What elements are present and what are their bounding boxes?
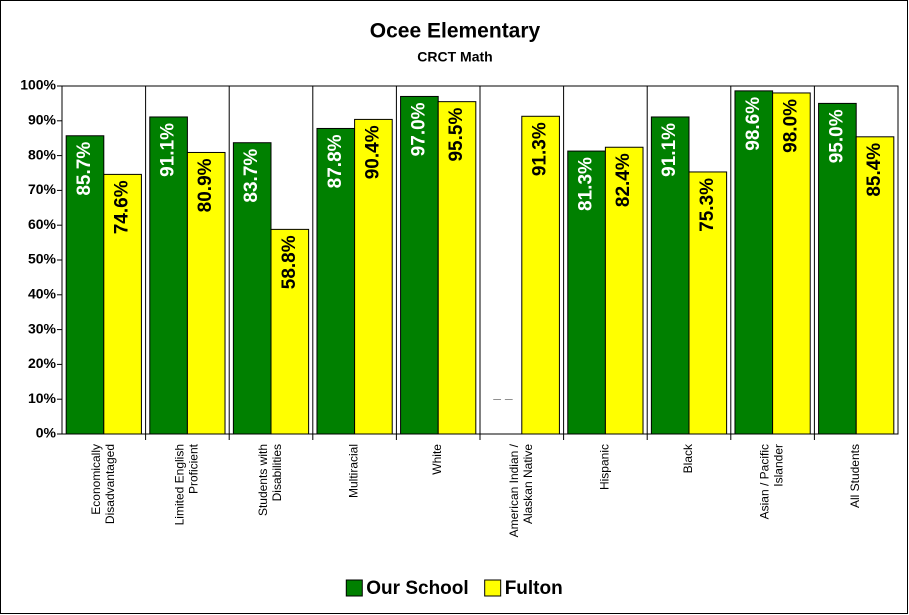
- y-tick-label: 50%: [28, 251, 57, 267]
- value-label: 91.3%: [530, 122, 551, 176]
- value-label: 81.3%: [576, 157, 597, 211]
- bar: [855, 136, 895, 435]
- bar: [521, 115, 560, 435]
- bar: [65, 135, 105, 435]
- x-tick-label: Multiracial: [347, 444, 361, 498]
- legend-label: Our School: [366, 578, 468, 599]
- legend-label: Fulton: [505, 578, 563, 599]
- bar: [186, 151, 226, 435]
- bar: [818, 102, 857, 435]
- value-label: 87.8%: [325, 134, 346, 188]
- value-label: 91.1%: [659, 123, 680, 177]
- bar: [734, 90, 774, 435]
- x-tick-label: All Students: [848, 444, 862, 508]
- bar: [149, 116, 188, 435]
- y-tick-label: 90%: [28, 112, 57, 128]
- value-label: 75.3%: [697, 178, 718, 232]
- x-tick-label: American Indian /Alaskan Native: [507, 443, 535, 537]
- bar: [772, 92, 811, 435]
- x-tick-label: Students withDisabilities: [256, 444, 284, 516]
- value-label: 74.6%: [112, 180, 133, 234]
- y-tick-label: 100%: [20, 77, 56, 93]
- value-label: 80.9%: [195, 158, 216, 212]
- value-label: 98.6%: [743, 97, 764, 151]
- chart-subtitle: CRCT Math: [417, 49, 492, 65]
- chart-title: Ocee Elementary: [370, 20, 541, 43]
- value-label: 98.0%: [780, 99, 801, 153]
- value-label: 83.7%: [241, 149, 262, 203]
- y-tick-label: 30%: [28, 320, 57, 336]
- x-tick-label: Black: [681, 443, 695, 473]
- value-label: 97.0%: [408, 102, 429, 156]
- x-tick-label: Limited EnglishProficient: [173, 443, 201, 525]
- bar: [103, 173, 142, 435]
- bar: [567, 150, 606, 435]
- legend-swatch: [484, 579, 502, 597]
- y-tick-label: 40%: [28, 286, 57, 302]
- value-label: 90.4%: [362, 125, 383, 179]
- x-tick-label: White: [430, 444, 444, 475]
- bar: [354, 118, 393, 435]
- y-tick-label: 0%: [36, 425, 57, 441]
- bar: [650, 116, 690, 435]
- bar: [270, 228, 310, 435]
- y-tick-label: 60%: [28, 216, 57, 232]
- bar: [437, 101, 477, 435]
- y-tick-label: 10%: [28, 390, 57, 406]
- legend-swatch: [345, 579, 363, 597]
- value-label: 95.0%: [826, 109, 847, 163]
- y-tick-label: 70%: [28, 181, 57, 197]
- y-tick-label: 80%: [28, 146, 57, 162]
- value-label: 58.8%: [279, 235, 300, 289]
- y-tick-label: 20%: [28, 355, 57, 371]
- legend: Our School Fulton: [345, 578, 563, 599]
- bar: [688, 171, 728, 435]
- x-tick-label: EconomicallyDisadvantaged: [89, 444, 117, 524]
- x-tick-label: Hispanic: [598, 444, 612, 490]
- value-label: – –: [493, 390, 513, 406]
- bar: [400, 95, 439, 435]
- value-label: 95.5%: [446, 108, 467, 162]
- x-tick-label: Asian / PacificIslander: [758, 444, 786, 519]
- value-label: 85.4%: [864, 143, 885, 197]
- bar: [604, 146, 644, 435]
- value-label: 85.7%: [74, 142, 95, 196]
- value-label: 82.4%: [613, 153, 634, 207]
- value-label: 91.1%: [158, 123, 179, 177]
